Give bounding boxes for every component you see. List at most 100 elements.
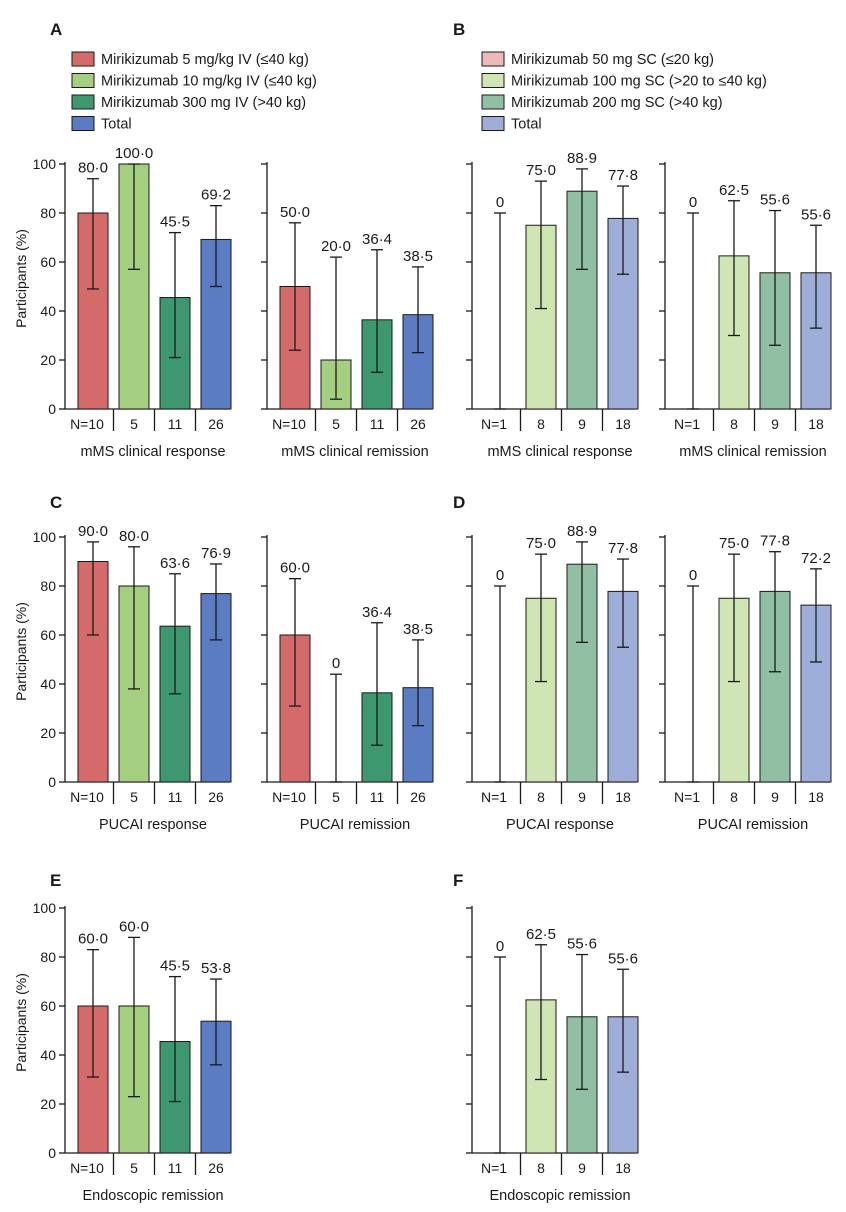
legend-label: Mirikizumab 200 mg SC (>40 kg) [511, 95, 723, 111]
legend-swatch [481, 73, 505, 88]
legend-label: Mirikizumab 10 mg/kg IV (≤40 kg) [101, 74, 317, 90]
y-tick-label: 100 [33, 529, 57, 545]
y-tick-label: 40 [40, 676, 56, 692]
value-label: 0 [332, 655, 340, 672]
bar [77, 1005, 109, 1154]
category-label: 5 [130, 416, 138, 432]
value-label: 55·6 [567, 936, 597, 953]
panel-letter-b: B [453, 20, 465, 39]
category-label: 8 [730, 416, 738, 432]
category-label: N=10 [70, 416, 104, 432]
category-label: 9 [578, 1160, 586, 1176]
category-label: 5 [130, 789, 138, 805]
chart-b2: 0 N=1 62·5 8 55·6 9 55·6 18 mMS clinical remissi… [659, 162, 832, 460]
category-label: N=1 [481, 1160, 507, 1176]
x-axis-label: PUCAI response [99, 817, 207, 833]
value-label: 38·5 [403, 248, 433, 265]
legend-label: Mirikizumab 50 mg SC (≤20 kg) [511, 52, 714, 68]
value-label: 80·0 [119, 528, 149, 545]
value-label: 45·5 [160, 214, 190, 231]
value-label: 60·0 [119, 918, 149, 935]
value-label: 88·9 [567, 523, 597, 540]
y-axis-label: Participants (%) [13, 229, 29, 328]
value-label: 75·0 [719, 535, 749, 552]
category-label: 11 [370, 416, 385, 432]
y-tick-label: 20 [40, 1096, 56, 1112]
value-label: 45·5 [160, 958, 190, 975]
legend-swatch [71, 94, 95, 110]
category-label: 18 [615, 1160, 631, 1176]
value-label: 55·6 [801, 206, 831, 223]
y-tick-label: 20 [40, 725, 56, 741]
category-label: 18 [808, 789, 824, 805]
value-label: 55·6 [760, 192, 790, 209]
category-label: 11 [168, 1160, 183, 1176]
value-label: 55·6 [608, 950, 638, 967]
y-tick-label: 0 [48, 401, 56, 417]
y-tick-label: 100 [33, 156, 57, 172]
legend-swatch [481, 116, 505, 131]
value-label: 75·0 [526, 535, 556, 552]
y-axis-label: Participants (%) [13, 973, 29, 1072]
y-tick-label: 40 [40, 303, 56, 319]
category-label: 5 [332, 416, 340, 432]
category-label: 9 [578, 416, 586, 432]
category-label: N=10 [272, 416, 306, 432]
category-label: 9 [771, 789, 779, 805]
value-label: 62·5 [526, 926, 556, 943]
legend-label: Mirikizumab 300 mg IV (>40 kg) [101, 95, 306, 111]
legend-swatch [71, 73, 95, 88]
value-label: 77·8 [760, 533, 790, 550]
value-label: 0 [496, 194, 504, 211]
value-label: 62·5 [719, 182, 749, 199]
legend-sc: Mirikizumab 50 mg SC (≤20 kg) Mirikizumab… [481, 51, 767, 133]
y-tick-label: 80 [40, 205, 56, 221]
chart-e1: 0 20 40 60 80 100 Participants (%) 60·0 N=10 60·0… [13, 900, 232, 1204]
category-label: 8 [537, 1160, 545, 1176]
category-label: 9 [771, 416, 779, 432]
category-label: 8 [730, 789, 738, 805]
x-axis-label: mMS clinical remission [281, 444, 428, 460]
category-label: 5 [332, 789, 340, 805]
value-label: 36·4 [362, 604, 392, 621]
category-label: 26 [208, 1160, 224, 1176]
category-label: N=10 [70, 789, 104, 805]
category-label: 8 [537, 416, 545, 432]
legend-swatch [481, 94, 505, 110]
value-label: 50·0 [280, 204, 310, 221]
value-label: 77·8 [608, 167, 638, 184]
legend-swatch [71, 51, 95, 67]
value-label: 63·6 [160, 555, 190, 572]
y-tick-label: 60 [40, 627, 56, 643]
value-label: 69·2 [201, 187, 231, 204]
panel-letter-d: D [453, 493, 465, 512]
category-label: 26 [208, 416, 224, 432]
value-label: 60·0 [280, 560, 310, 577]
panel-letter-c: C [50, 493, 62, 512]
value-label: 76·9 [201, 545, 231, 562]
y-tick-label: 0 [48, 774, 56, 790]
value-label: 0 [689, 567, 697, 584]
chart-a1: 0 20 40 60 80 100 Participants (%) 80·0 N=10 100·… [13, 145, 232, 460]
category-label: 26 [410, 416, 426, 432]
x-axis-label: mMS clinical response [80, 444, 225, 460]
value-label: 72·2 [801, 550, 831, 567]
value-label: 75·0 [526, 162, 556, 179]
y-tick-label: 100 [33, 900, 57, 916]
y-tick-label: 80 [40, 578, 56, 594]
category-label: 8 [537, 789, 545, 805]
value-label: 20·0 [321, 238, 351, 255]
y-tick-label: 20 [40, 352, 56, 368]
category-label: 26 [208, 789, 224, 805]
x-axis-label: PUCAI response [506, 817, 614, 833]
chart-c1: 0 20 40 60 80 100 Participants (%) 90·0 N=10 80·0… [13, 523, 232, 833]
value-label: 90·0 [78, 523, 108, 540]
category-label: 18 [615, 416, 631, 432]
x-axis-label: Endoscopic remission [82, 1188, 223, 1204]
value-label: 0 [689, 194, 697, 211]
legend-label: Total [511, 117, 542, 133]
x-axis-label: PUCAI remission [698, 817, 808, 833]
